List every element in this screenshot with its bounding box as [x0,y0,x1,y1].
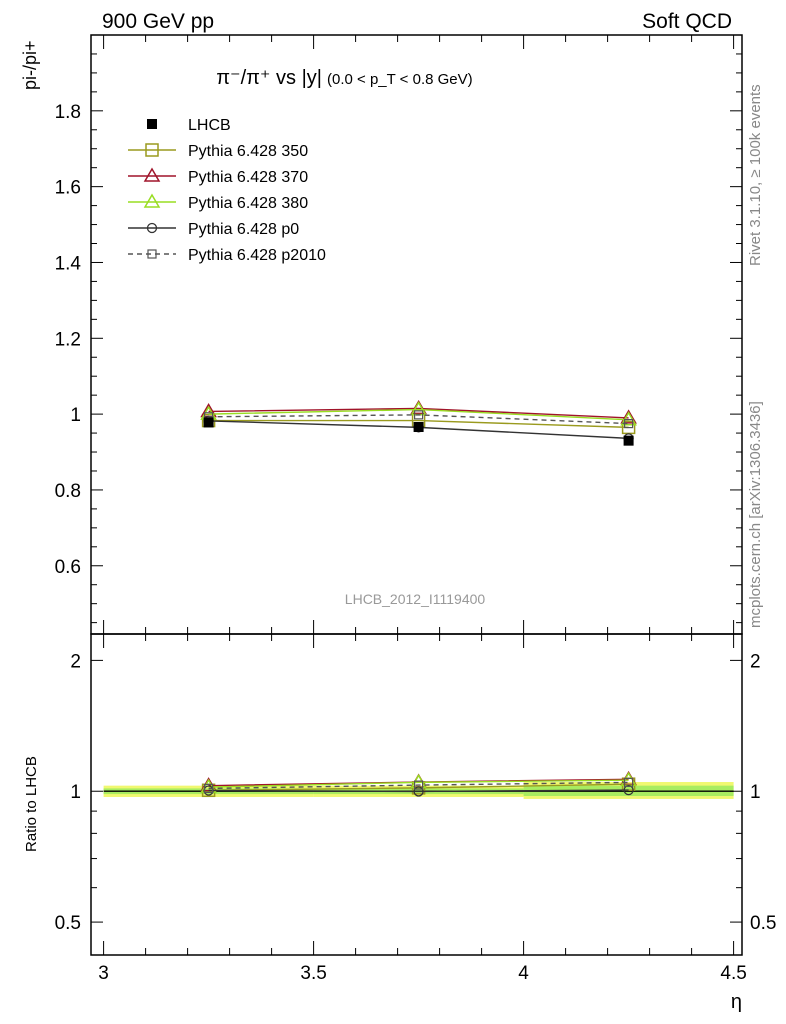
upper-data-point [203,417,214,428]
xtick-label: 4.5 [720,963,746,984]
upper-ytick-label: 1.4 [55,253,82,274]
upper-data-point [414,410,424,420]
mcplots-label: mcplots.cern.ch [arXiv:1306.3436] [747,401,764,628]
legend-label: Pythia 6.428 p2010 [188,247,326,264]
lower-ytick-label-right: 2 [750,651,761,672]
ratio-series-line [208,779,629,788]
upper-ytick-label: 1.8 [55,102,81,123]
legend-marker [147,119,157,129]
ratio-data-point [204,783,214,794]
upper-ytick-label: 0.6 [55,557,81,578]
upper-ytick-label: 1.2 [55,329,81,350]
upper-series-line [208,407,629,419]
ratio-data-point [623,784,634,796]
legend: LHCB Pythia 6.428 350 Pythia 6.428 370 Pyth… [128,117,326,264]
x-axis-label: η [731,991,742,1013]
upper-ytick-label: 1 [70,405,81,426]
ratio-data-point [623,777,634,787]
lower-ytick-label: 1 [70,782,81,803]
analysis-tag: LHCB_2012_I1119400 [345,591,486,607]
legend-marker [147,249,157,259]
legend-marker [143,193,161,208]
lower-ytick-label-right: 1 [750,782,761,803]
lower-ytick-label: 0.5 [55,913,81,934]
upper-series-line [208,408,629,421]
upper-data-point [413,422,424,433]
legend-label: Pythia 6.428 350 [188,143,308,160]
main-title-note: (0.0 < p_T < 0.8 GeV) [327,71,473,88]
xtick-label: 4 [518,963,529,984]
ratio-data-point [414,780,424,790]
ratio-data-point [413,786,424,797]
legend-label: LHCB [188,117,231,134]
upper-ytick-label: 0.8 [55,481,81,502]
ratio-series-line [208,781,629,790]
lower-frame [90,633,743,956]
upper-ylabel: pi-/pi+ [20,40,40,90]
upper-data-point [620,409,637,424]
ratio-series-line [208,789,629,793]
upper-ytick-label: 1.6 [55,178,81,199]
header-left: 900 GeV pp [102,10,214,33]
main-title: π⁻/π⁺ vs |y| [216,67,322,89]
upper-panel: 0.6 0.8 1 1.2 1.4 1.6 1.8 [55,34,743,635]
lower-ytick-label-right: 0.5 [750,913,776,934]
legend-marker [145,143,159,157]
lower-panel: 0.5 0.5 1 1 2 2 3 3.5 4 4.5 [55,633,776,984]
upper-data-point [623,418,634,429]
upper-data-point [623,435,634,446]
legend-marker [143,167,161,182]
legend-label: Pythia 6.428 380 [188,195,308,212]
upper-series-line [208,414,629,425]
lower-ytick-label: 2 [70,651,81,672]
header-right: Soft QCD [642,10,732,33]
rivet-label: Rivet 3.1.10, ≥ 100k events [747,84,764,266]
xtick-label: 3.5 [300,963,326,984]
xtick-label: 3 [98,963,109,984]
lower-ylabel: Ratio to LHCB [23,756,40,852]
upper-data-point [620,411,637,426]
upper-series-line [208,419,629,429]
legend-label: Pythia 6.428 370 [188,169,308,186]
legend-marker [146,222,158,234]
legend-label: Pythia 6.428 p0 [188,221,299,238]
